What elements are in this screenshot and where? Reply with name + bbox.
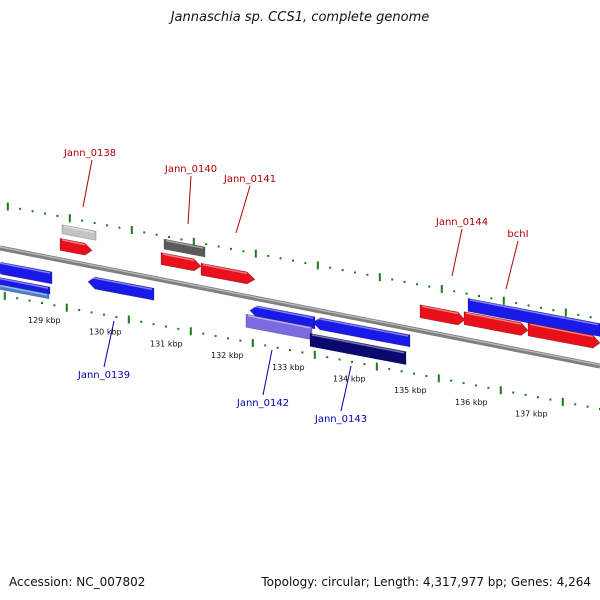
gene-jann-0144 (419, 304, 466, 326)
gene-reverse-left-2 (0, 277, 51, 295)
label-jann-0140: Jann_0140 (164, 164, 217, 175)
label-jann-0144: Jann_0144 (435, 217, 488, 228)
gene-reverse-left-3 (0, 284, 50, 300)
gene-jann-0140-top (163, 238, 206, 258)
label-bchi-leader (505, 240, 519, 290)
gene-jann-0139 (87, 276, 155, 301)
label-jann-0144-leader (451, 228, 463, 277)
genome-backbone (0, 245, 600, 369)
label-jann-0140-leader (187, 175, 192, 225)
kbp-label-135: 135 kbp (394, 386, 427, 395)
gene-jann-0140 (160, 252, 202, 272)
label-jann-0142: Jann_0142 (236, 398, 289, 409)
kbp-label-129: 129 kbp (28, 316, 61, 325)
kbp-label-133: 133 kbp (272, 363, 305, 372)
gene-reverse-left-1 (0, 261, 53, 285)
genome-title: Jannaschia sp. CCS1, complete genome (170, 10, 430, 25)
kbp-label-137: 137 kbp (515, 410, 548, 419)
label-jann-0142-leader (262, 349, 273, 396)
accession-text: Accession: NC_007802 (9, 575, 146, 589)
kbp-label-134: 134 kbp (333, 375, 366, 384)
gene-jann-0138-top (61, 224, 97, 241)
kbp-label-136: 136 kbp (455, 398, 488, 407)
label-jann-0138: Jann_0138 (63, 148, 116, 159)
gene-jann-0143-rev (312, 317, 411, 348)
gene-reverse-upper-edge (467, 298, 600, 337)
gene-jann-0138 (59, 238, 93, 256)
label-jann-0141: Jann_0141 (223, 174, 276, 185)
kbp-label-132: 132 kbp (211, 351, 244, 360)
label-jann-0143: Jann_0143 (314, 414, 367, 425)
genome-stats-text: Topology: circular; Length: 4,317,977 bp… (261, 575, 591, 589)
kbp-label-130: 130 kbp (89, 328, 122, 337)
label-bchi: bchI (507, 229, 528, 240)
backbone-highlight (0, 246, 600, 366)
gene-bchi-fwd (463, 311, 529, 336)
label-jann-0139-leader (103, 320, 115, 368)
label-jann-0141-leader (235, 185, 251, 234)
kbp-label-131: 131 kbp (150, 339, 183, 348)
gene-jann-0141 (200, 262, 256, 285)
gene-jann-0143 (309, 333, 407, 366)
label-jann-0139: Jann_0139 (77, 370, 130, 381)
label-jann-0143-leader (340, 365, 352, 412)
label-jann-0138-leader (82, 159, 93, 208)
